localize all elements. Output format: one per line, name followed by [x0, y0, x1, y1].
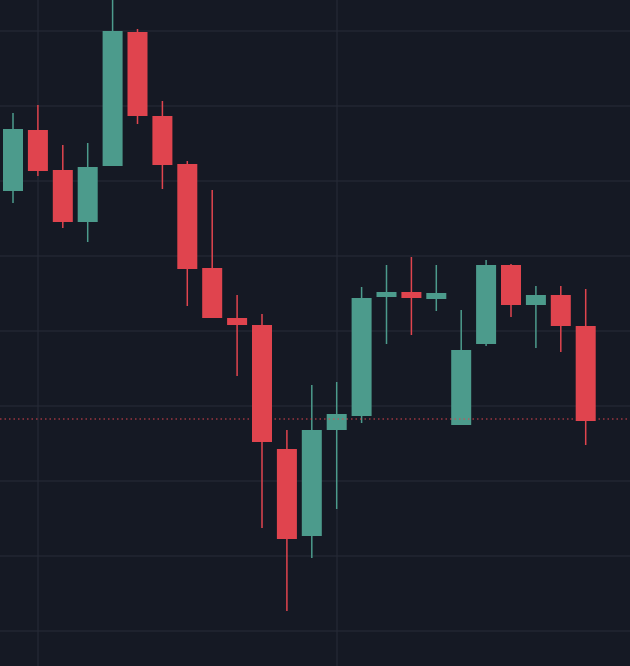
candle-16 [401, 257, 422, 335]
candle-23 [575, 289, 596, 445]
candle-2 [52, 145, 73, 228]
candle-body-10 [252, 325, 272, 442]
candle-17 [426, 265, 447, 311]
candle-21 [525, 286, 546, 348]
candle-body-4 [102, 31, 123, 166]
candle-body-6 [152, 116, 173, 165]
candle-body-14 [351, 298, 372, 416]
candle-layer [3, 0, 596, 611]
candle-4 [102, 0, 123, 166]
candle-0 [3, 113, 23, 203]
candle-1 [27, 105, 48, 176]
candle-body-17 [426, 293, 447, 299]
candle-20 [501, 264, 521, 317]
candle-body-19 [476, 265, 497, 344]
candle-body-22 [550, 295, 571, 326]
candle-18 [451, 310, 472, 425]
candle-body-0 [3, 129, 23, 191]
candle-15 [376, 265, 397, 344]
candle-12 [301, 385, 322, 558]
candle-body-5 [127, 32, 148, 116]
candle-body-18 [451, 350, 472, 425]
candle-3 [77, 143, 98, 242]
candle-11 [276, 430, 297, 611]
candle-body-23 [575, 326, 596, 421]
candle-8 [202, 190, 223, 318]
candle-body-21 [525, 295, 546, 305]
candle-body-16 [401, 292, 422, 298]
candle-body-8 [202, 268, 223, 318]
candle-6 [152, 101, 173, 189]
candle-19 [476, 260, 497, 346]
candle-body-12 [301, 430, 322, 536]
candle-13 [326, 382, 347, 509]
candle-14 [351, 287, 372, 423]
candle-body-9 [227, 318, 248, 325]
candle-body-7 [177, 164, 198, 269]
candle-body-3 [77, 167, 98, 222]
candle-body-13 [326, 414, 347, 430]
candle-22 [550, 286, 571, 352]
candle-body-11 [276, 449, 297, 539]
candle-7 [177, 161, 198, 306]
candle-10 [252, 314, 272, 528]
candle-9 [227, 295, 248, 376]
candle-5 [127, 29, 148, 124]
candle-body-15 [376, 292, 397, 297]
candle-body-20 [501, 265, 521, 305]
candle-body-1 [27, 130, 48, 171]
candle-body-2 [52, 170, 73, 222]
